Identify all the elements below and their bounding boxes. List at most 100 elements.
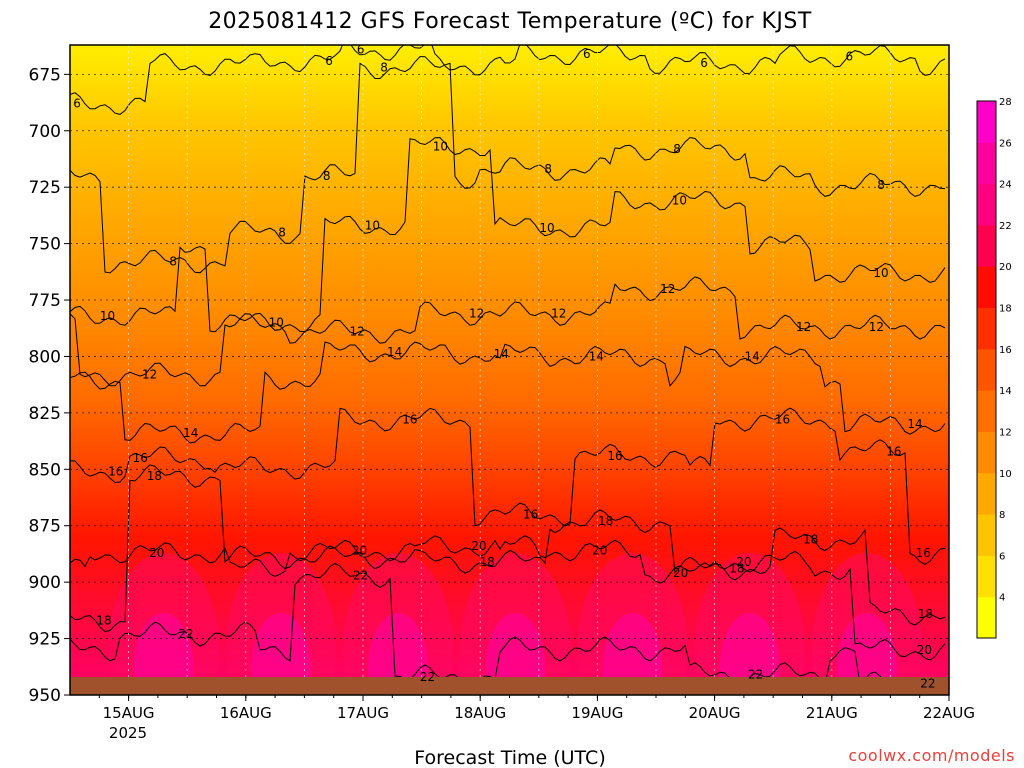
y-tick-label: 775: [29, 291, 61, 311]
y-axis: 675 700 725 750 775 800 825 850 875 900 925 950: [29, 65, 70, 706]
isotherm-label: 14: [183, 426, 198, 440]
isotherm-label: 10: [539, 221, 554, 235]
isotherm-label: 16: [402, 413, 417, 427]
colorbar-label: 24: [999, 180, 1012, 191]
y-tick-label: 800: [29, 347, 61, 367]
x-axis-year-label: 2025: [109, 724, 147, 742]
colorbar-swatch: [977, 142, 996, 185]
credit-link[interactable]: coolwx.com/models: [848, 746, 1015, 765]
isotherm-label: 20: [736, 555, 751, 569]
isotherm-label: 20: [149, 546, 164, 560]
isotherm-label: 20: [352, 544, 367, 558]
chart-title: 2025081412 GFS Forecast Temperature (ºC)…: [208, 9, 812, 34]
isotherm-label: 16: [523, 507, 538, 521]
isotherm-label: 10: [672, 194, 687, 208]
colorbar-swatch: [977, 514, 996, 556]
isotherm-label: 12: [142, 368, 157, 382]
isotherm-label: 18: [598, 514, 613, 528]
isotherm-label: 8: [169, 255, 177, 269]
isotherm-label: 20: [917, 643, 932, 657]
isotherm-label: 12: [869, 320, 884, 334]
colorbar-label: 28: [999, 97, 1012, 108]
y-tick-label: 950: [29, 686, 61, 706]
colorbar-label: 18: [999, 304, 1012, 315]
isotherm-line: [70, 45, 946, 115]
colorbar-label: 6: [999, 551, 1005, 562]
isotherm-label: 14: [907, 417, 922, 431]
x-tick-label: 18AUG: [454, 704, 506, 722]
colorbar-swatch: [977, 390, 996, 432]
isotherm-labels: 6 6 6 6 6 6 8 8 8 8 8 8 8 10 10 10 10 10 10 10 12 12 12 12 12 12 1…: [73, 43, 935, 691]
isotherm-label: 16: [916, 546, 931, 560]
warm-core-inner: [368, 613, 429, 695]
isotherm-label: 14: [744, 349, 759, 363]
y-tick-label: 825: [29, 404, 61, 424]
warm-cores: [108, 553, 922, 695]
colorbar-label: 22: [999, 221, 1012, 232]
colorbar-swatch: [977, 555, 996, 598]
isotherm-label: 10: [100, 309, 115, 323]
isotherm-label: 14: [494, 347, 509, 361]
colorbar-label: 14: [999, 386, 1012, 397]
isotherm-label: 20: [471, 539, 486, 553]
isotherm-label: 12: [551, 307, 566, 321]
isotherm-label: 10: [365, 219, 380, 233]
isotherm-label: 6: [325, 54, 333, 68]
isotherm-label: 16: [607, 449, 622, 463]
y-tick-label: 700: [29, 122, 61, 142]
x-tick-label: 15AUG: [103, 704, 155, 722]
isotherm-label: 8: [544, 162, 552, 176]
y-tick-label: 875: [29, 517, 61, 537]
isotherm-label: 10: [269, 316, 284, 330]
isotherm-lines: [70, 45, 946, 695]
isotherm-label: 16: [886, 444, 901, 458]
isotherm-line: [70, 341, 946, 444]
warm-core-inner: [250, 613, 311, 695]
isotherm-label: 16: [133, 451, 148, 465]
colorbar-label: 4: [999, 593, 1005, 604]
isotherm-label: 12: [796, 320, 811, 334]
colorbar-swatch: [977, 431, 996, 474]
x-tick-label: 17AUG: [337, 704, 389, 722]
isotherm-label: 6: [700, 56, 708, 70]
isotherm-line: [70, 56, 946, 274]
isotherm-label: 16: [108, 465, 123, 479]
y-tick-label: 925: [29, 630, 61, 650]
isotherm-label: 14: [387, 345, 402, 359]
colorbar-label: 26: [999, 138, 1012, 149]
isotherm-label: 18: [96, 614, 111, 628]
isotherm-label: 12: [349, 325, 364, 339]
isotherm-line: [70, 464, 946, 633]
colorbar-swatch: [977, 307, 996, 350]
isotherm-label: 6: [357, 43, 365, 57]
isotherm-label: 22: [420, 670, 435, 684]
y-tick-label: 900: [29, 573, 61, 593]
colorbar-swatch: [977, 472, 996, 515]
colorbar-swatch: [977, 224, 996, 267]
isotherm-label: 8: [278, 225, 286, 239]
isotherm-label: 12: [469, 307, 484, 321]
isotherm-label: 18: [729, 562, 744, 576]
isotherm-line: [70, 535, 946, 661]
warm-core-inner: [133, 613, 194, 695]
colorbar-label: 8: [999, 510, 1005, 521]
colorbar-label: 20: [999, 262, 1012, 273]
isotherm-line: [70, 137, 946, 333]
isotherm-label: 20: [673, 566, 688, 580]
y-tick-label: 850: [29, 460, 61, 480]
isotherm-label: 18: [918, 607, 933, 621]
x-tick-label: 22AUG: [923, 704, 975, 722]
isotherm-label: 18: [147, 469, 162, 483]
y-tick-label: 675: [29, 65, 61, 85]
isotherm-label: 14: [589, 349, 604, 363]
colorbar-label: 12: [999, 427, 1012, 438]
isotherm-label: 8: [877, 178, 885, 192]
y-tick-label: 750: [29, 235, 61, 255]
isotherm-label: 6: [846, 49, 854, 63]
colorbar-swatch: [977, 183, 996, 226]
isotherm-label: 22: [178, 627, 193, 641]
colorbar-label: 16: [999, 345, 1012, 356]
x-tick-label: 21AUG: [806, 704, 858, 722]
gridlines: [70, 45, 949, 695]
isotherm-label: 16: [775, 413, 790, 427]
